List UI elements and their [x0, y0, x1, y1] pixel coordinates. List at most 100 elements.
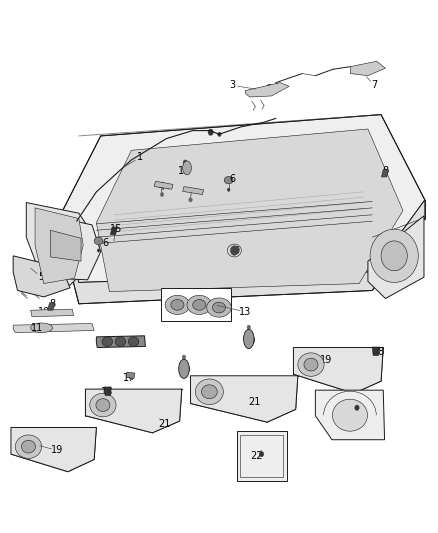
Polygon shape [31, 309, 74, 317]
Text: 9: 9 [233, 246, 240, 255]
Ellipse shape [97, 249, 100, 252]
Polygon shape [26, 203, 96, 285]
Ellipse shape [182, 355, 186, 359]
Ellipse shape [31, 323, 53, 333]
Ellipse shape [160, 192, 164, 197]
Ellipse shape [195, 379, 223, 405]
Text: 5: 5 [39, 272, 45, 282]
Ellipse shape [304, 358, 318, 371]
Ellipse shape [244, 329, 254, 349]
Polygon shape [245, 83, 289, 97]
Text: 10: 10 [38, 307, 50, 317]
Text: 4: 4 [159, 182, 165, 191]
Text: 20: 20 [244, 336, 256, 346]
Polygon shape [191, 376, 298, 422]
Ellipse shape [266, 84, 272, 92]
Ellipse shape [207, 298, 231, 317]
Ellipse shape [259, 451, 264, 457]
Polygon shape [350, 61, 385, 76]
Ellipse shape [274, 83, 279, 90]
Ellipse shape [227, 188, 230, 191]
Ellipse shape [366, 64, 370, 69]
Text: 21: 21 [158, 419, 170, 429]
Polygon shape [104, 387, 111, 395]
Ellipse shape [370, 229, 418, 282]
Ellipse shape [183, 160, 187, 165]
Polygon shape [85, 389, 182, 433]
Ellipse shape [102, 337, 113, 346]
Polygon shape [293, 348, 383, 393]
Ellipse shape [212, 302, 226, 313]
Text: 21: 21 [248, 398, 260, 407]
Ellipse shape [193, 300, 206, 310]
Text: 18: 18 [373, 347, 385, 357]
Text: 16: 16 [178, 166, 190, 175]
Polygon shape [13, 324, 94, 333]
Ellipse shape [129, 374, 133, 379]
Text: 11: 11 [31, 323, 43, 333]
Polygon shape [13, 256, 70, 297]
Ellipse shape [128, 337, 139, 346]
Text: 22: 22 [250, 451, 262, 461]
Text: 19: 19 [320, 355, 332, 365]
Polygon shape [35, 208, 83, 284]
Ellipse shape [247, 325, 251, 329]
Ellipse shape [298, 353, 324, 376]
Polygon shape [237, 431, 287, 481]
Text: 23: 23 [340, 406, 352, 415]
Text: 3: 3 [229, 80, 235, 90]
Polygon shape [110, 227, 117, 235]
Ellipse shape [355, 405, 359, 410]
Text: 1: 1 [137, 152, 143, 162]
Ellipse shape [165, 295, 190, 314]
Polygon shape [61, 115, 425, 282]
Ellipse shape [94, 237, 103, 245]
Text: 17: 17 [123, 374, 135, 383]
Polygon shape [126, 372, 135, 378]
Text: 19: 19 [51, 446, 63, 455]
Ellipse shape [96, 399, 110, 411]
Polygon shape [50, 230, 81, 261]
Polygon shape [315, 390, 385, 440]
Ellipse shape [201, 385, 217, 399]
Polygon shape [368, 216, 424, 298]
Text: 7: 7 [371, 80, 378, 90]
Ellipse shape [187, 295, 212, 314]
Polygon shape [48, 303, 55, 310]
Ellipse shape [381, 241, 407, 271]
Text: 8: 8 [382, 166, 389, 175]
Ellipse shape [208, 129, 213, 135]
Ellipse shape [15, 435, 42, 458]
Text: 13: 13 [239, 307, 251, 317]
Ellipse shape [179, 359, 189, 378]
Ellipse shape [357, 65, 362, 71]
Text: 18: 18 [101, 387, 113, 397]
Polygon shape [381, 169, 389, 177]
Polygon shape [96, 336, 145, 348]
Ellipse shape [218, 132, 221, 136]
Text: 14: 14 [388, 256, 400, 266]
Text: 15: 15 [110, 224, 122, 234]
Polygon shape [61, 200, 425, 304]
FancyBboxPatch shape [161, 288, 231, 321]
Polygon shape [39, 213, 101, 280]
Ellipse shape [332, 399, 367, 431]
Text: 12: 12 [112, 336, 124, 346]
Polygon shape [154, 181, 173, 189]
Ellipse shape [90, 393, 116, 417]
Ellipse shape [230, 246, 238, 255]
Text: 8: 8 [49, 299, 56, 309]
Ellipse shape [21, 440, 35, 453]
Ellipse shape [189, 198, 192, 202]
Text: 6: 6 [229, 174, 235, 183]
Polygon shape [183, 187, 204, 195]
Ellipse shape [224, 176, 233, 184]
Polygon shape [372, 347, 379, 356]
Ellipse shape [115, 337, 126, 346]
Ellipse shape [171, 300, 184, 310]
Polygon shape [11, 427, 96, 472]
Ellipse shape [183, 161, 191, 175]
Text: 20: 20 [178, 366, 190, 375]
Polygon shape [96, 129, 403, 292]
Text: 6: 6 [102, 238, 108, 247]
